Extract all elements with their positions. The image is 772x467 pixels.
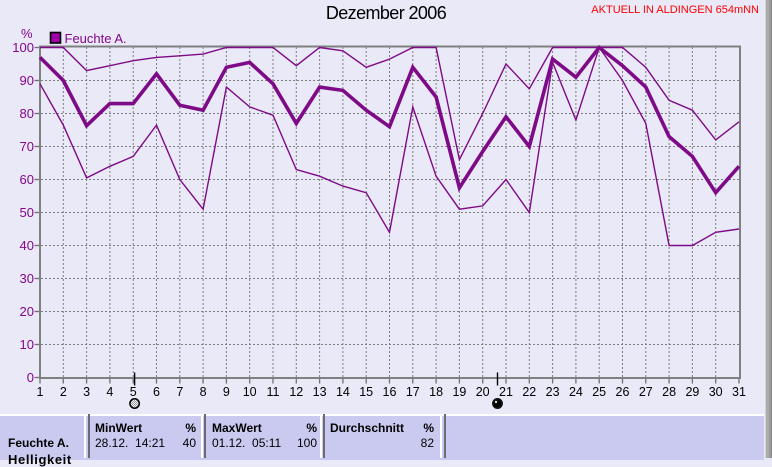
svg-text:0: 0 [27, 370, 34, 385]
svg-text:12: 12 [289, 385, 303, 399]
svg-text:2: 2 [60, 385, 67, 399]
svg-text:31: 31 [732, 385, 746, 399]
svg-text:29: 29 [685, 385, 699, 399]
svg-text:11: 11 [267, 385, 280, 399]
svg-text:18: 18 [429, 385, 443, 399]
svg-text:16: 16 [383, 385, 397, 399]
svg-text:100: 100 [12, 40, 34, 55]
svg-text:40: 40 [20, 238, 34, 253]
svg-text:30: 30 [20, 271, 34, 286]
svg-text:14: 14 [336, 385, 350, 399]
svg-text:70: 70 [20, 139, 34, 154]
svg-text:50: 50 [20, 205, 34, 220]
svg-text:23: 23 [546, 385, 560, 399]
svg-text:%: % [21, 26, 33, 41]
svg-text:27: 27 [639, 385, 653, 399]
svg-text:6: 6 [153, 385, 160, 399]
svg-text:22: 22 [522, 385, 536, 399]
svg-text:90: 90 [20, 73, 34, 88]
svg-text:5: 5 [130, 385, 137, 399]
svg-text:3: 3 [83, 385, 90, 399]
svg-text:8: 8 [200, 385, 207, 399]
svg-text:30: 30 [709, 385, 723, 399]
svg-text:15: 15 [359, 385, 373, 399]
svg-text:26: 26 [616, 385, 630, 399]
svg-text:7: 7 [176, 385, 183, 399]
svg-text:28: 28 [662, 385, 676, 399]
svg-text:10: 10 [243, 385, 257, 399]
svg-text:9: 9 [223, 385, 230, 399]
svg-text:20: 20 [20, 304, 34, 319]
svg-text:19: 19 [452, 385, 466, 399]
svg-text:25: 25 [592, 385, 606, 399]
svg-text:10: 10 [20, 337, 34, 352]
svg-text:24: 24 [569, 385, 583, 399]
svg-text:60: 60 [20, 172, 34, 187]
svg-text:13: 13 [313, 385, 327, 399]
svg-text:80: 80 [20, 106, 34, 121]
svg-text:20: 20 [476, 385, 490, 399]
svg-text:21: 21 [499, 385, 513, 399]
svg-text:17: 17 [406, 385, 420, 399]
svg-text:4: 4 [106, 385, 113, 399]
svg-text:1: 1 [37, 385, 44, 399]
svg-text:Feuchte A.: Feuchte A. [65, 31, 127, 46]
